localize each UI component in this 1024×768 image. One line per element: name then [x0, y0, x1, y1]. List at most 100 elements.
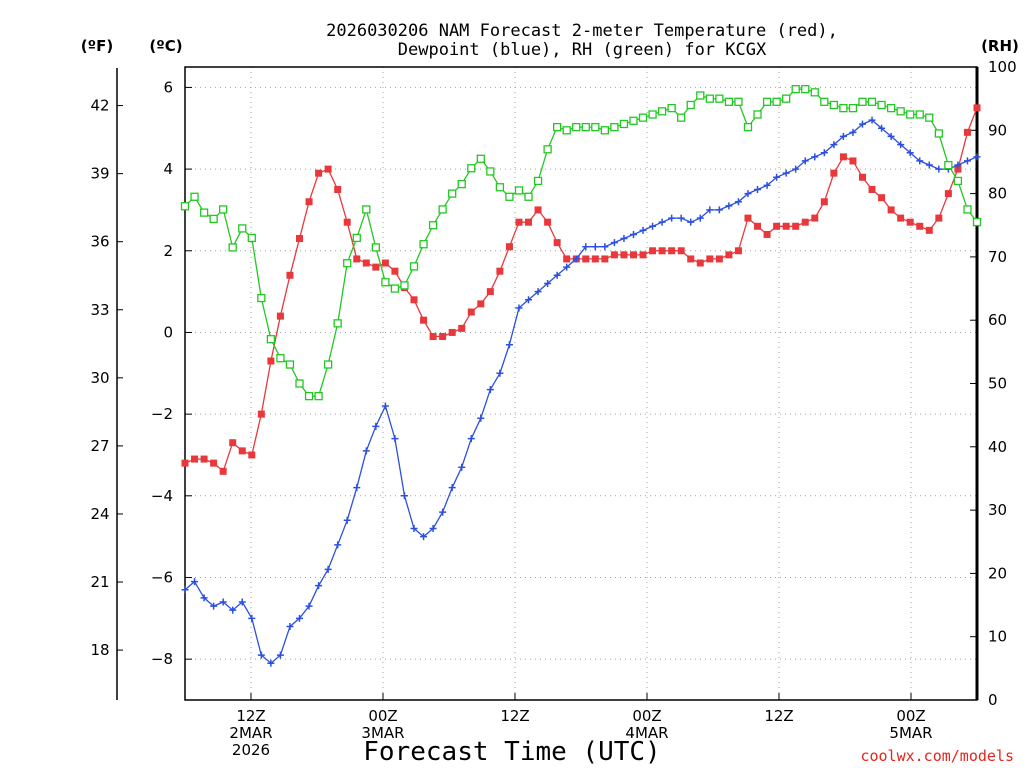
x-tick-label: 12Z	[764, 707, 793, 725]
temperature-point	[343, 218, 351, 226]
rh-tick-label: 100	[988, 58, 1017, 76]
dewpoint-point	[687, 218, 695, 226]
rh-point	[199, 208, 209, 217]
rh-point	[562, 126, 571, 135]
fahrenheit-tick-label: 36	[90, 233, 109, 251]
rh-tick-label: 60	[988, 311, 1007, 329]
rh-tick-label: 30	[988, 501, 1007, 519]
rh-tick-label: 90	[988, 121, 1007, 139]
rh-point	[906, 110, 915, 119]
temperature-point	[591, 255, 599, 263]
dewpoint-point	[658, 218, 666, 226]
rh-point	[772, 97, 781, 106]
dewpoint-point	[505, 341, 513, 349]
temperature-point	[658, 247, 666, 255]
fahrenheit-tick-label: 18	[90, 641, 109, 659]
rh-point	[333, 319, 342, 328]
temperature-point	[563, 255, 571, 263]
temperature-point	[973, 104, 981, 112]
temperature-point	[954, 165, 962, 173]
dewpoint-point	[639, 226, 647, 234]
dewpoint-point	[897, 141, 905, 149]
temperature-point	[286, 271, 294, 279]
x-tick-label: 4MAR	[625, 724, 668, 742]
dewpoint-point	[191, 578, 199, 586]
dewpoint-point	[629, 230, 637, 238]
rh-point	[743, 122, 753, 132]
temperature-point	[820, 198, 828, 206]
dewpoint-point	[458, 463, 466, 471]
temperature-point	[439, 333, 447, 341]
temperature-point	[296, 235, 304, 243]
temperature-point	[963, 128, 971, 136]
dewpoint-point	[286, 622, 294, 630]
rh-point	[543, 145, 552, 154]
temperature-point	[649, 247, 657, 255]
celsius-tick-label: 4	[163, 160, 173, 178]
temperature-point	[677, 247, 685, 255]
rh-point	[762, 97, 772, 106]
x-tick-label: 12Z	[500, 707, 529, 725]
dewpoint-point	[620, 235, 628, 243]
temperature-point	[582, 255, 590, 263]
dewpoint-point	[916, 157, 924, 165]
dewpoint-point	[801, 157, 809, 165]
dewpoint-point	[448, 484, 456, 492]
dewpoint-point	[754, 186, 762, 194]
rh-point	[934, 129, 943, 138]
fahrenheit-tick-label: 42	[90, 97, 109, 115]
dewpoint-point	[553, 271, 561, 279]
temperature-point	[420, 316, 428, 324]
temperature-point	[610, 251, 618, 259]
rh-tick-label: 0	[988, 691, 998, 709]
celsius-tick-label: 2	[163, 242, 173, 260]
rh-tick-label: 20	[988, 564, 1007, 582]
dewpoint-point	[219, 598, 227, 606]
rh-point	[524, 192, 533, 201]
rh-point	[295, 379, 304, 388]
rh-point	[801, 85, 810, 94]
temperature-point	[534, 206, 542, 214]
dewpoint-point	[830, 141, 838, 149]
dewpoint-point	[582, 243, 590, 251]
dewpoint-point	[763, 181, 771, 189]
dewpoint-point	[343, 516, 351, 524]
temperature-point	[477, 300, 485, 308]
dewpoint-point	[935, 165, 943, 173]
dewpoint-point	[257, 651, 265, 659]
temperature-point	[276, 312, 284, 320]
dewpoint-point	[525, 296, 533, 304]
temperature-point	[362, 259, 370, 267]
temperature-point	[486, 288, 494, 296]
dewpoint-point	[248, 614, 256, 622]
dewpoint-point	[696, 214, 704, 222]
dewpoint-point	[400, 492, 408, 500]
celsius-tick-label: 0	[163, 323, 173, 341]
fahrenheit-tick-label: 27	[90, 437, 109, 455]
temperature-point	[544, 218, 552, 226]
dewpoint-point	[973, 153, 981, 161]
dewpoint-point	[372, 422, 380, 430]
temperature-point	[372, 263, 380, 271]
dewpoint-point	[229, 606, 237, 614]
dewpoint-point	[410, 524, 418, 532]
rh-point	[314, 392, 323, 401]
dewpoint-point	[591, 243, 599, 251]
dewpoint-point	[305, 602, 313, 610]
rh-point	[657, 107, 667, 116]
rh-unit-label: (RH)	[981, 37, 1019, 55]
temperature-point	[858, 173, 866, 181]
rh-point	[533, 176, 543, 186]
temperature-point	[668, 247, 676, 255]
rh-point	[343, 259, 352, 268]
temperature-point	[448, 328, 456, 336]
fahrenheit-tick-label: 24	[90, 505, 109, 523]
rh-point	[457, 179, 466, 189]
dewpoint-point	[572, 255, 580, 263]
chart-title-line1: 2026030206 NAM Forecast 2-meter Temperat…	[326, 21, 838, 41]
temperature-point	[210, 459, 218, 467]
rh-point	[953, 176, 963, 186]
temperature-point	[553, 239, 561, 247]
dewpoint-point	[181, 586, 189, 594]
dewpoint-point	[868, 116, 876, 124]
